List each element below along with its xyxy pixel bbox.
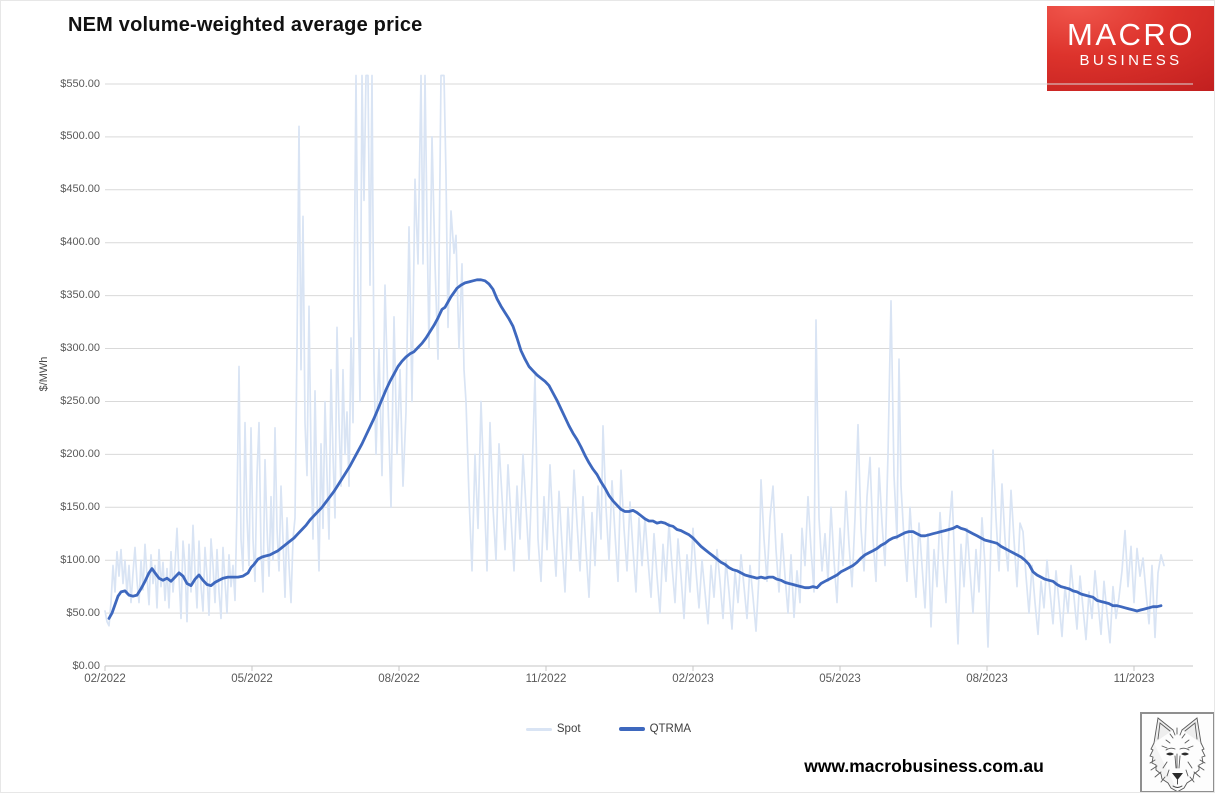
legend-item-spot: Spot [525, 723, 581, 735]
y-tick-label: $100.00 [60, 553, 100, 566]
qtrma-series-line [107, 278, 1163, 620]
x-tick-label: 08/2023 [966, 673, 1008, 685]
y-tick-label: $350.00 [60, 289, 100, 302]
logo-text-business: BUSINESS [1079, 52, 1183, 69]
legend: Spot QTRMA [1, 723, 1214, 735]
x-tick-label: 11/2023 [1113, 673, 1155, 685]
wolf-logo [1140, 712, 1214, 792]
website-url: www.macrobusiness.com.au [804, 756, 1044, 776]
spot-series-line [104, 74, 1165, 648]
logo-text-macro: MACRO [1067, 17, 1195, 52]
y-tick-label: $300.00 [60, 342, 100, 355]
legend-swatch-spot [525, 727, 552, 731]
macrobusiness-logo: MACRO BUSINESS [1047, 6, 1214, 91]
y-tick-label: $500.00 [60, 130, 100, 143]
x-tick-label: 05/2022 [231, 673, 273, 685]
y-tick-label: $200.00 [60, 447, 100, 460]
y-tick-label: $0.00 [72, 659, 100, 672]
x-tick-label: 02/2022 [84, 673, 126, 685]
wolf-head-sketch-icon [1142, 714, 1213, 792]
legend-swatch-qtrma [618, 727, 645, 731]
y-tick-label: $550.00 [60, 77, 100, 90]
x-tick-label: 02/2023 [672, 673, 714, 685]
x-tick-label: 05/2023 [819, 673, 861, 685]
y-tick-label: $150.00 [60, 500, 100, 513]
y-tick-label: $50.00 [66, 606, 100, 619]
chart-title: NEM volume-weighted average price [68, 14, 423, 36]
x-tick-label: 08/2022 [378, 673, 420, 685]
legend-label-qtrma: QTRMA [649, 723, 692, 735]
y-tick-label: $400.00 [60, 236, 100, 249]
legend-label-spot: Spot [556, 723, 581, 735]
legend-item-qtrma: QTRMA [618, 723, 692, 735]
x-tick-label: 11/2022 [525, 673, 567, 685]
y-tick-label: $450.00 [60, 183, 100, 196]
plot-svg [104, 74, 1193, 671]
y-tick-label: $250.00 [60, 394, 100, 407]
